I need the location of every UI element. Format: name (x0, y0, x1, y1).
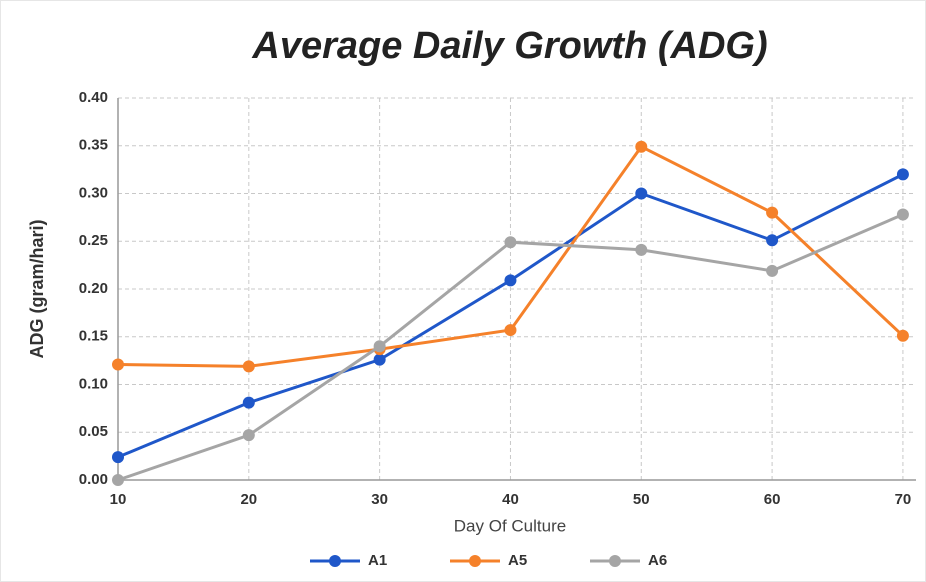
data-point (112, 451, 124, 464)
data-point (373, 353, 386, 366)
data-point (896, 208, 909, 221)
data-point (766, 206, 779, 219)
x-tick-label: 50 (633, 491, 650, 508)
y-tick-label: 0.25 (79, 232, 108, 249)
y-tick-label: 0.05 (79, 423, 108, 440)
y-tick-label: 0.30 (79, 184, 108, 201)
data-point (766, 264, 779, 277)
x-tick-label: 30 (371, 491, 388, 508)
data-point (504, 274, 517, 287)
data-point (896, 329, 909, 342)
data-point (373, 340, 386, 353)
legend-label: A1 (368, 552, 387, 569)
y-tick-label: 0.10 (79, 375, 108, 392)
legend-marker (469, 555, 481, 567)
data-point (504, 324, 517, 337)
data-point (242, 429, 255, 442)
y-tick-label: 0.40 (79, 89, 108, 106)
data-point (242, 396, 255, 409)
data-point (635, 140, 648, 153)
y-tick-label: 0.15 (79, 328, 108, 345)
data-point (242, 360, 255, 373)
x-tick-label: 70 (895, 491, 912, 508)
legend-label: A5 (508, 552, 527, 569)
y-axis-label: ADG (gram/hari) (27, 219, 47, 358)
data-point (896, 168, 909, 181)
data-point (112, 358, 124, 371)
x-tick-label: 40 (502, 491, 519, 508)
chart-title: Average Daily Growth (ADG) (251, 25, 767, 67)
legend-label: A6 (648, 552, 667, 569)
legend-marker (609, 555, 621, 567)
data-point (635, 243, 648, 256)
y-tick-label: 0.35 (79, 137, 108, 154)
data-point (635, 187, 648, 200)
x-tick-label: 60 (764, 491, 781, 508)
x-axis-label: Day Of Culture (454, 516, 566, 535)
y-tick-label: 0.00 (79, 471, 108, 488)
data-point (504, 236, 517, 249)
y-tick-label: 0.20 (79, 280, 108, 297)
x-tick-label: 20 (240, 491, 257, 508)
data-point (112, 474, 124, 486)
legend-marker (329, 555, 341, 567)
data-point (766, 234, 779, 247)
x-tick-label: 10 (110, 491, 127, 508)
